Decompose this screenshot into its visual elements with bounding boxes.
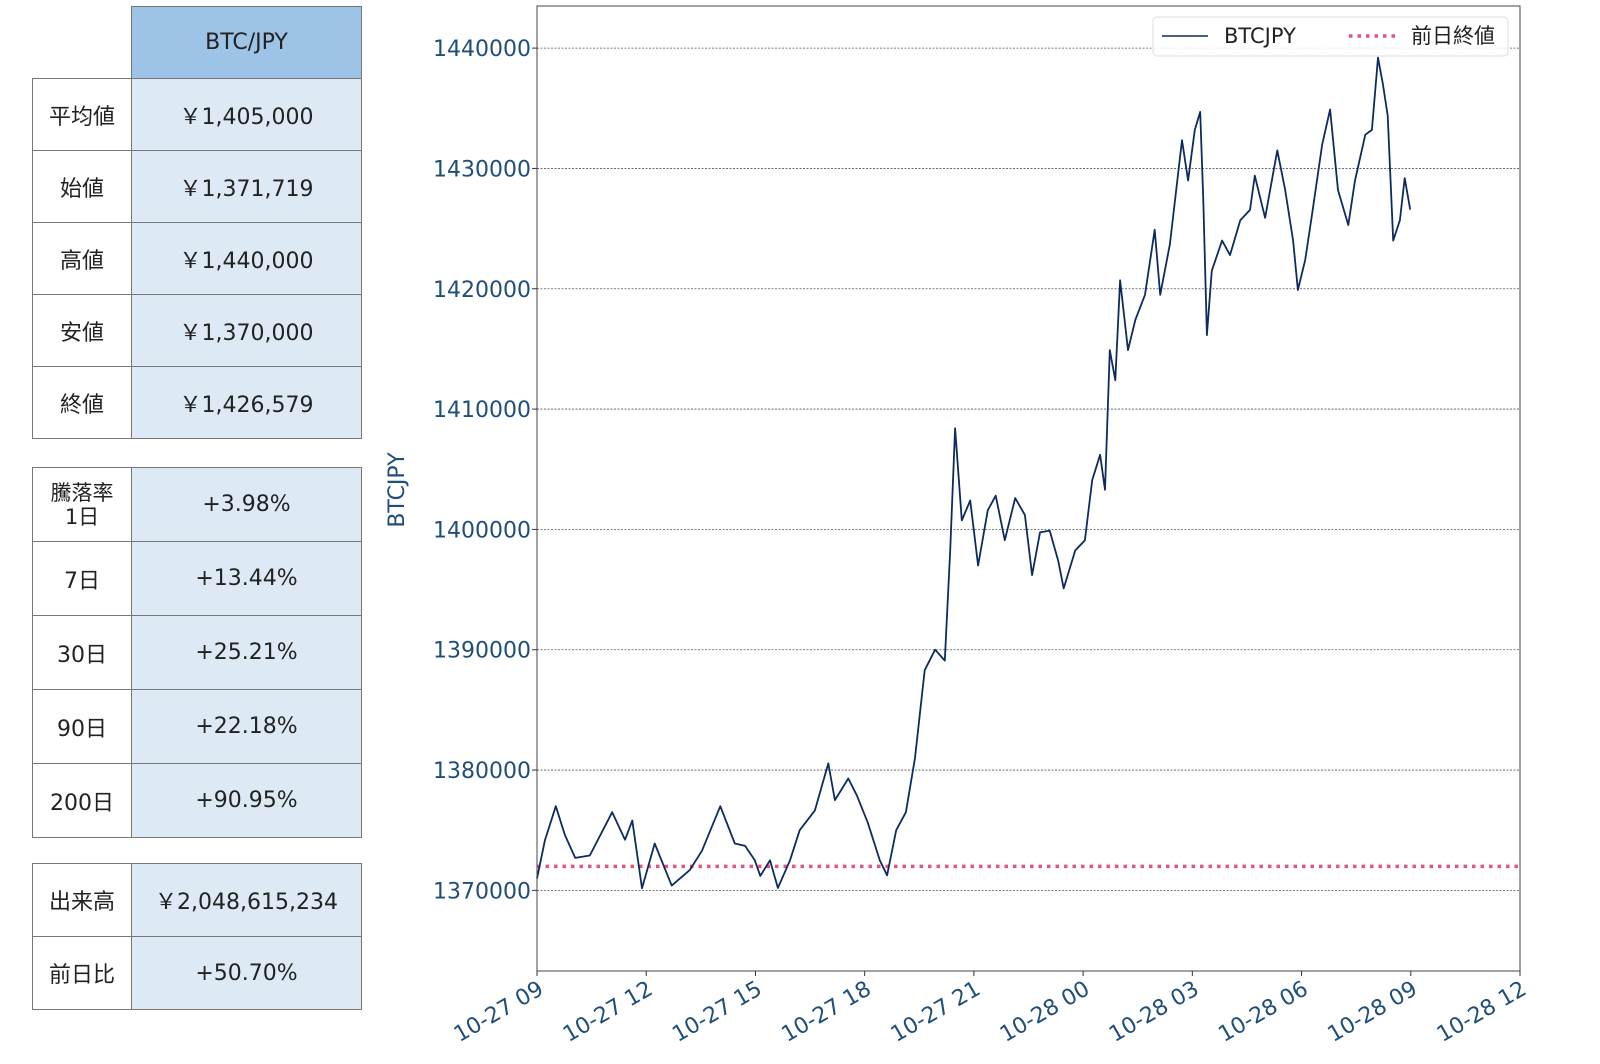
row-value: ￥1,426,579 <box>131 366 362 439</box>
x-tick-label: 10-27 18 <box>777 977 875 1048</box>
row-value: +13.44% <box>131 541 362 616</box>
y-tick-label: 1440000 <box>433 37 531 62</box>
legend-label-btcjpy: BTCJPY <box>1224 24 1296 48</box>
row-value: ￥2,048,615,234 <box>131 863 362 937</box>
row-label: 200日 <box>32 763 132 838</box>
row-value: +50.70% <box>131 936 362 1010</box>
table-row: 高値 ￥1,440,000 <box>32 222 362 295</box>
y-tick-label: 1420000 <box>433 278 531 303</box>
plot-frame <box>536 5 1521 972</box>
blank-cell <box>32 6 132 79</box>
table-row: 安値 ￥1,370,000 <box>32 294 362 367</box>
y-tick-label: 1410000 <box>433 398 531 423</box>
x-tick-label: 10-28 12 <box>1433 977 1531 1048</box>
table-row: 騰落率 1日 +3.98% <box>32 467 362 542</box>
table-row: 30日 +25.21% <box>32 615 362 690</box>
row-label: 前日比 <box>32 936 132 1010</box>
row-value: ￥1,440,000 <box>131 222 362 295</box>
table-row: 出来高 ￥2,048,615,234 <box>32 863 362 937</box>
table-row: 前日比 +50.70% <box>32 936 362 1010</box>
row-label: 90日 <box>32 689 132 764</box>
table-row: 7日 +13.44% <box>32 541 362 616</box>
y-tick-label: 1390000 <box>433 639 531 664</box>
row-value: ￥1,371,719 <box>131 150 362 223</box>
table-header-pair: BTC/JPY <box>131 6 362 79</box>
x-tick-label: 10-27 21 <box>887 977 985 1048</box>
row-value: ￥1,370,000 <box>131 294 362 367</box>
row-label: 30日 <box>32 615 132 690</box>
x-tick-label: 10-28 06 <box>1214 977 1312 1048</box>
row-label: 高値 <box>32 222 132 295</box>
row-label: 平均値 <box>32 78 132 151</box>
y-axis-label: BTCJPY <box>385 452 410 528</box>
row-value: ￥1,405,000 <box>131 78 362 151</box>
y-tick-label: 1430000 <box>433 157 531 182</box>
x-tick-label: 10-27 09 <box>450 977 548 1048</box>
row-label: 出来高 <box>32 863 132 937</box>
y-tick-label: 1380000 <box>433 759 531 784</box>
legend-label-prev-close: 前日終値 <box>1411 24 1495 48</box>
table-row: 90日 +22.18% <box>32 689 362 764</box>
btcjpy-price-line <box>536 56 1412 890</box>
x-tick-label: 10-28 00 <box>996 977 1094 1048</box>
table-row: 200日 +90.95% <box>32 763 362 838</box>
row-label: 安値 <box>32 294 132 367</box>
row-value: +25.21% <box>131 615 362 690</box>
row-value: +90.95% <box>131 763 362 838</box>
legend-box <box>1152 16 1509 57</box>
summary-table: BTC/JPY 平均値 ￥1,405,000 始値 ￥1,371,719 高値 ￥1,… <box>32 6 362 439</box>
x-tick-label: 10-28 03 <box>1105 977 1203 1048</box>
row-label: 7日 <box>32 541 132 616</box>
legend: BTCJPY 前日終値 <box>1152 16 1509 57</box>
volume-table: 出来高 ￥2,048,615,234 前日比 +50.70% <box>32 863 362 1010</box>
table-row: 終値 ￥1,426,579 <box>32 366 362 439</box>
x-tick-label: 10-28 09 <box>1324 977 1422 1048</box>
row-label: 終値 <box>32 366 132 439</box>
table-row: 平均値 ￥1,405,000 <box>32 78 362 151</box>
change-table: 騰落率 1日 +3.98% 7日 +13.44% 30日 +25.21% 90日 +22… <box>32 467 362 838</box>
y-tick-label: 1400000 <box>433 518 531 543</box>
row-label: 騰落率 1日 <box>32 467 132 542</box>
y-tick-label: 1370000 <box>433 879 531 904</box>
x-tick-label: 10-27 15 <box>668 977 766 1048</box>
x-tick-label: 10-27 12 <box>559 977 657 1048</box>
